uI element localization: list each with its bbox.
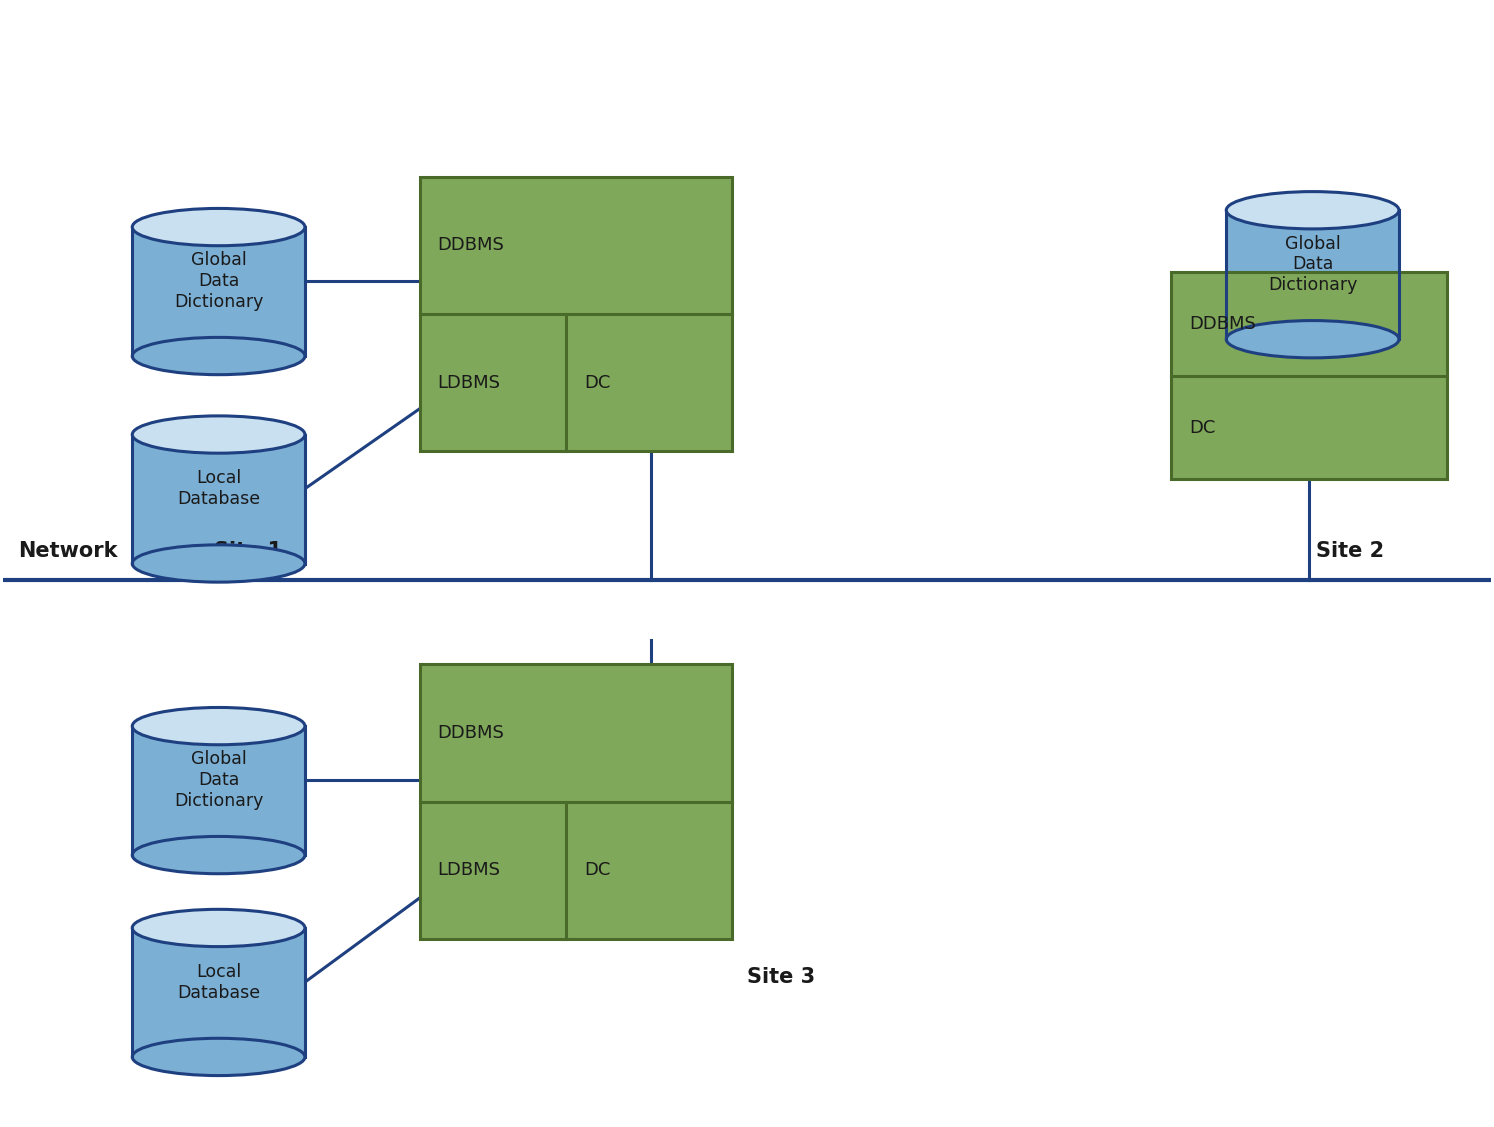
Text: Network: Network	[18, 541, 117, 561]
Text: DDBMS: DDBMS	[438, 725, 505, 742]
Text: DC: DC	[1189, 418, 1216, 436]
Ellipse shape	[133, 416, 305, 453]
Ellipse shape	[133, 708, 305, 745]
Ellipse shape	[133, 544, 305, 583]
Ellipse shape	[1227, 320, 1398, 358]
Ellipse shape	[1227, 192, 1398, 229]
Text: Global
Data
Dictionary: Global Data Dictionary	[173, 751, 263, 810]
Text: Local
Database: Local Database	[178, 962, 260, 1002]
FancyBboxPatch shape	[133, 435, 305, 564]
Ellipse shape	[133, 836, 305, 873]
Text: Global
Data
Dictionary: Global Data Dictionary	[1268, 234, 1357, 294]
Text: Site 3: Site 3	[747, 967, 816, 987]
Text: Local
Database: Local Database	[178, 469, 260, 508]
Text: DC: DC	[584, 374, 611, 392]
Ellipse shape	[133, 909, 305, 947]
Text: Site 1: Site 1	[214, 541, 282, 561]
Ellipse shape	[133, 337, 305, 374]
FancyBboxPatch shape	[1227, 211, 1398, 339]
Ellipse shape	[133, 208, 305, 246]
Text: DDBMS: DDBMS	[1189, 314, 1256, 332]
Ellipse shape	[133, 1038, 305, 1075]
FancyBboxPatch shape	[1171, 272, 1446, 479]
Text: Site 2: Site 2	[1316, 541, 1383, 561]
FancyBboxPatch shape	[133, 227, 305, 356]
Text: Global
Data
Dictionary: Global Data Dictionary	[173, 251, 263, 311]
FancyBboxPatch shape	[420, 177, 732, 451]
FancyBboxPatch shape	[420, 665, 732, 939]
FancyBboxPatch shape	[133, 928, 305, 1057]
Text: DC: DC	[584, 861, 611, 879]
Text: LDBMS: LDBMS	[438, 374, 500, 392]
Text: LDBMS: LDBMS	[438, 861, 500, 879]
FancyBboxPatch shape	[133, 726, 305, 855]
Text: DDBMS: DDBMS	[438, 237, 505, 255]
